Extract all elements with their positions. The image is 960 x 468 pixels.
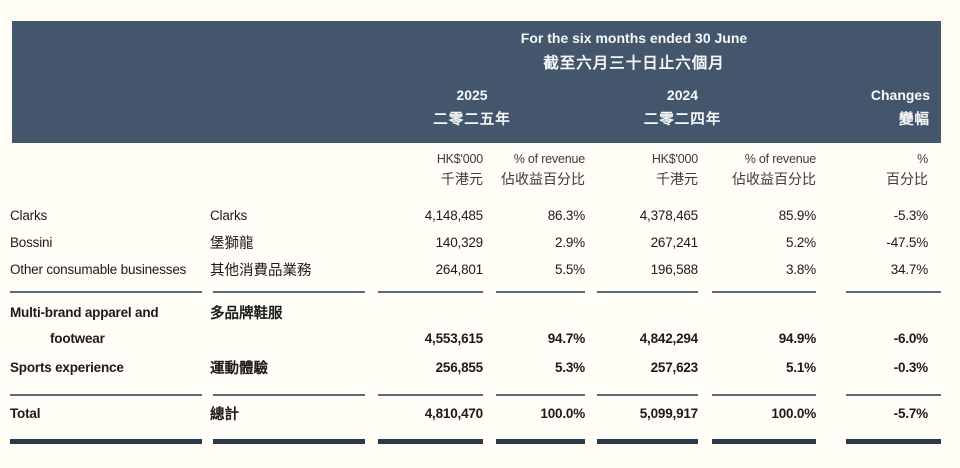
change-pct: 34.7%	[890, 262, 928, 277]
year-2024-en: 2024	[666, 87, 699, 103]
pct-2024: 5.2%	[786, 235, 816, 250]
table-row-total: Total 總計 4,810,470 100.0% 5,099,917 100.…	[10, 396, 941, 430]
unit-pct-2024-zh: 佔收益百分比	[732, 171, 816, 187]
row-label-zh: 堡獅龍	[210, 236, 254, 252]
unit-hk-2025-zh: 千港元	[441, 171, 483, 187]
unit-changes: % 百分比	[816, 150, 941, 191]
row-label-zh: Clarks	[210, 208, 248, 223]
row-label-zh: 總計	[210, 406, 239, 423]
value-2024: 4,842,294	[639, 330, 698, 346]
row-label-zh: 多品牌鞋服	[210, 305, 283, 322]
spacer	[10, 150, 210, 151]
value-2025: 256,855	[435, 359, 484, 375]
segment-subtotal-rows: Multi-brand apparel and 多品牌鞋服 footwear 4…	[10, 299, 941, 380]
pct-2025: 94.7%	[547, 330, 585, 346]
brand-rows: Clarks Clarks 4,148,485 86.3% 4,378,465 …	[10, 202, 941, 283]
revenue-breakdown-table: For the six months ended 30 June 截至六月三十日…	[10, 0, 941, 444]
change-pct: -47.5%	[886, 235, 928, 250]
value-2024: 5,099,917	[639, 405, 698, 421]
period-title-en: For the six months ended 30 June	[520, 30, 748, 46]
row-label-en: footwear	[50, 330, 105, 346]
table-header-band: For the six months ended 30 June 截至六月三十日…	[12, 21, 941, 143]
table-row-multibrand-line1: Multi-brand apparel and 多品牌鞋服	[10, 299, 941, 325]
value-2025: 264,801	[435, 262, 484, 277]
row-label-zh: 其他消費品業務	[210, 263, 312, 279]
unit-pct-2024: % of revenue 佔收益百分比	[698, 150, 816, 191]
row-label-zh: 運動體驗	[210, 360, 268, 377]
row-label-en: Total	[10, 405, 41, 421]
units-subheader-row: HK$'000 千港元 % of revenue 佔收益百分比 HK$'000 …	[10, 150, 941, 191]
period-title-zh: 截至六月三十日止六個月	[543, 55, 725, 72]
value-2024: 267,241	[650, 235, 699, 250]
value-2025: 4,148,485	[424, 208, 483, 223]
year-2025-zh: 二零二五年	[433, 112, 511, 128]
value-2024: 257,623	[650, 359, 699, 375]
year-header-row: 2025 二零二五年 2024 二零二四年 Changes 變幅	[12, 83, 941, 133]
unit-changes-zh: 百分比	[886, 171, 928, 187]
table-row-sports-experience: Sports experience 運動體驗 256,855 5.3% 257,…	[10, 354, 941, 380]
value-2024: 196,588	[650, 262, 699, 277]
separator-thin	[10, 394, 941, 396]
table-row-clarks: Clarks Clarks 4,148,485 86.3% 4,378,465 …	[10, 202, 941, 229]
change-pct: -6.0%	[893, 330, 928, 346]
value-2025: 4,810,470	[424, 405, 483, 421]
unit-pct-2024-en: % of revenue	[744, 152, 816, 166]
pct-2024: 5.1%	[786, 359, 816, 375]
row-label-en: Bossini	[10, 235, 53, 250]
change-pct: -5.3%	[893, 208, 928, 223]
unit-changes-en: %	[917, 152, 928, 166]
value-2025: 140,329	[435, 235, 484, 250]
value-2025: 4,553,615	[424, 330, 483, 346]
unit-hk-2024-zh: 千港元	[656, 171, 698, 187]
pct-2025: 5.5%	[555, 262, 585, 277]
unit-pct-2025-en: % of revenue	[513, 152, 585, 166]
pct-2024: 100.0%	[771, 405, 816, 421]
pct-2025: 5.3%	[555, 359, 585, 375]
pct-2025: 100.0%	[540, 405, 585, 421]
unit-pct-2025-zh: 佔收益百分比	[501, 171, 585, 187]
pct-2024: 85.9%	[778, 208, 816, 223]
column-header-changes: Changes 變幅	[818, 83, 943, 133]
unit-hk-2025: HK$'000 千港元	[375, 150, 483, 191]
row-label-en: Sports experience	[10, 359, 124, 375]
pct-2024: 3.8%	[786, 262, 816, 277]
unit-hk-2025-en: HK$'000	[436, 152, 483, 166]
year-2024-zh: 二零二四年	[643, 112, 722, 128]
spacer	[210, 150, 375, 151]
change-pct: -0.3%	[893, 359, 928, 375]
separator-thick	[10, 439, 941, 444]
row-label-en: Clarks	[10, 208, 48, 223]
changes-zh: 變幅	[899, 112, 930, 128]
year-2025-en: 2025	[456, 87, 488, 103]
value-2024: 4,378,465	[639, 208, 698, 223]
separator-thin	[10, 291, 941, 293]
row-label-en: Other consumable businesses	[10, 262, 187, 277]
column-header-2025: 2025 二零二五年	[377, 83, 587, 133]
unit-hk-2024-en: HK$'000	[651, 152, 698, 166]
pct-2024: 94.9%	[778, 330, 816, 346]
row-label-en: Multi-brand apparel and	[10, 304, 159, 320]
change-pct: -5.7%	[893, 405, 928, 421]
changes-en: Changes	[870, 87, 930, 103]
pct-2025: 2.9%	[555, 235, 585, 250]
unit-pct-2025: % of revenue 佔收益百分比	[483, 150, 585, 191]
pct-2025: 86.3%	[547, 208, 585, 223]
table-row-multibrand-line2: footwear 4,553,615 94.7% 4,842,294 94.9%…	[10, 325, 941, 351]
unit-hk-2024: HK$'000 千港元	[585, 150, 698, 191]
table-row-bossini: Bossini 堡獅龍 140,329 2.9% 267,241 5.2% -4…	[10, 229, 941, 256]
column-header-2024: 2024 二零二四年	[587, 83, 818, 133]
table-row-other-consumable: Other consumable businesses 其他消費品業務 264,…	[10, 256, 941, 283]
